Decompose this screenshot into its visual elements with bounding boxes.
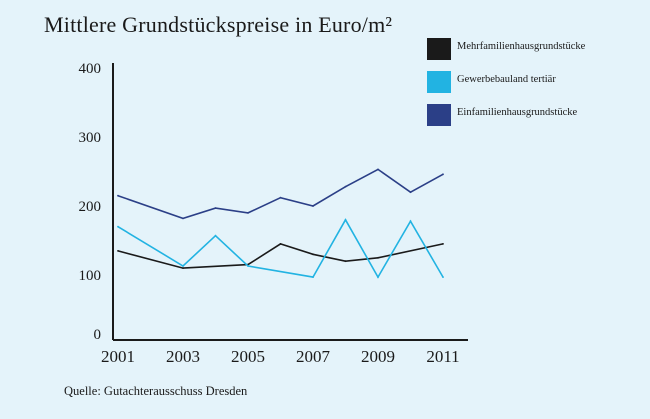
x-tick-label: 2011 <box>426 347 459 366</box>
x-tick-label: 2001 <box>101 347 135 366</box>
x-tick-labels: 2001 2003 2005 2007 2009 2011 <box>101 347 460 366</box>
data-point <box>117 225 119 228</box>
data-point <box>344 260 347 263</box>
data-point <box>247 265 249 267</box>
y-tick-label: 100 <box>79 268 102 284</box>
y-tick-labels: 0 100 200 300 400 <box>79 61 102 343</box>
series-line-1 <box>117 243 444 269</box>
data-point <box>442 173 444 176</box>
data-point <box>182 267 184 269</box>
data-point <box>377 256 379 259</box>
y-tick-label: 300 <box>79 130 102 146</box>
y-tick-label: 0 <box>94 327 102 343</box>
data-point <box>182 265 184 267</box>
data-point <box>279 243 282 245</box>
legend-swatch-einfamilien <box>427 104 451 126</box>
data-point <box>312 276 314 278</box>
y-tick-label: 200 <box>79 199 102 215</box>
data-point <box>409 220 412 223</box>
data-point <box>279 196 282 199</box>
data-point <box>312 253 314 256</box>
data-point <box>442 276 444 278</box>
data-point <box>377 276 379 278</box>
data-point <box>214 207 217 210</box>
source-note: Quelle: Gutachterausschuss Dresden <box>64 384 248 398</box>
data-point <box>247 212 249 214</box>
data-point <box>182 217 184 220</box>
data-point <box>344 185 347 188</box>
x-tick-label: 2005 <box>231 347 265 366</box>
data-point <box>442 243 444 245</box>
chart-axes <box>112 63 468 341</box>
legend-swatch-mehrfamilien <box>427 38 451 60</box>
data-point <box>377 168 379 171</box>
legend-label-mehrfamilien: Mehrfamilienhausgrundstücke <box>457 41 586 52</box>
chart-title: Mittlere Grundstückspreise in Euro/m² <box>44 12 393 37</box>
legend-label-einfamilien: Einfamilienhausgrundstücke <box>457 107 578 118</box>
x-tick-label: 2007 <box>296 347 331 366</box>
y-tick-label: 400 <box>79 61 102 77</box>
x-tick-label: 2009 <box>361 347 395 366</box>
legend-swatch-gewerbe <box>427 71 451 93</box>
series-line-2 <box>117 218 444 279</box>
data-point <box>117 194 119 197</box>
data-point <box>117 250 119 252</box>
data-point <box>344 218 347 221</box>
legend-label-gewerbe: Gewerbebauland tertiär <box>457 74 556 85</box>
data-point <box>409 191 412 194</box>
data-point <box>312 205 314 207</box>
data-point <box>214 234 217 237</box>
series-line-3 <box>117 168 444 220</box>
x-tick-label: 2003 <box>166 347 200 366</box>
series-lines <box>117 168 444 279</box>
